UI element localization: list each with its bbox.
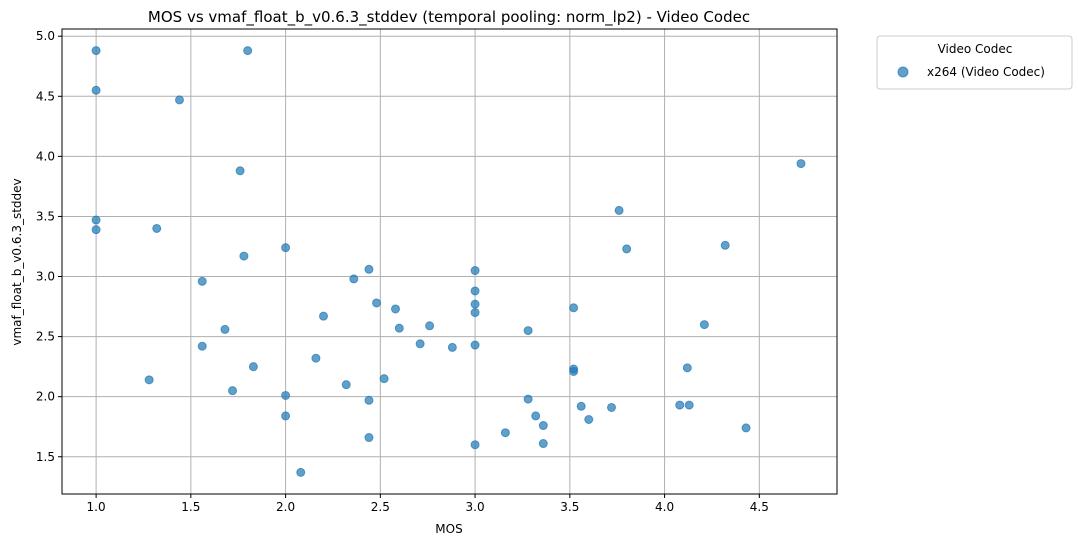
x-tick-label: 2.0 [276, 500, 295, 514]
data-point [576, 401, 586, 411]
data-point [349, 274, 359, 284]
data-point [523, 394, 533, 404]
legend-marker [897, 66, 909, 78]
y-tick-label: 5.0 [36, 29, 55, 43]
data-point [235, 166, 245, 176]
x-tick-label: 4.0 [655, 500, 674, 514]
x-tick-label: 3.0 [466, 500, 485, 514]
data-point [796, 159, 806, 169]
data-point [296, 467, 306, 477]
y-tick-label: 4.5 [36, 89, 55, 103]
data-point [622, 244, 632, 254]
data-point [614, 205, 624, 215]
data-point [364, 433, 374, 443]
x-tick-label: 1.0 [87, 500, 106, 514]
y-tick-label: 3.0 [36, 270, 55, 284]
data-point [470, 340, 480, 350]
data-point [197, 276, 207, 286]
data-point [425, 321, 435, 331]
data-point [470, 308, 480, 318]
y-tick-label: 1.5 [36, 450, 55, 464]
data-point [364, 264, 374, 274]
grid [62, 29, 837, 494]
y-tick-label: 3.5 [36, 209, 55, 223]
data-point [197, 341, 207, 351]
data-point [538, 421, 548, 431]
data-point [470, 286, 480, 296]
data-point [531, 411, 541, 421]
data-point [281, 411, 291, 421]
data-point [91, 46, 101, 56]
data-point [379, 374, 389, 384]
data-point [607, 402, 617, 412]
data-point [311, 353, 321, 363]
data-point [741, 423, 751, 433]
y-tick-label: 2.5 [36, 330, 55, 344]
data-point [470, 299, 480, 309]
data-point [364, 395, 374, 405]
x-axis-label: MOS [435, 522, 462, 536]
data-point [174, 95, 184, 105]
data-point [281, 243, 291, 253]
data-point [390, 304, 400, 314]
data-point [248, 362, 258, 372]
data-point [569, 366, 579, 376]
y-axis-label: vmaf_float_b_v0.6.3_stddev [10, 178, 24, 345]
x-tick-label: 1.5 [181, 500, 200, 514]
data-point [91, 85, 101, 95]
data-point [243, 46, 253, 56]
data-point [415, 339, 425, 349]
x-tick-label: 4.5 [750, 500, 769, 514]
y-tick-label: 4.0 [36, 149, 55, 163]
data-point [470, 266, 480, 276]
data-point [228, 386, 238, 396]
data-point [538, 439, 548, 449]
data-point [372, 298, 382, 308]
data-point [239, 251, 249, 261]
data-point [447, 342, 457, 352]
data-point [720, 240, 730, 250]
chart-title: MOS vs vmaf_float_b_v0.6.3_stddev (tempo… [148, 8, 750, 27]
y-tick-label: 2.0 [36, 390, 55, 404]
data-point [523, 326, 533, 336]
x-tick-label: 2.5 [371, 500, 390, 514]
legend-frame [876, 35, 1073, 90]
data-point [91, 225, 101, 235]
data-point [91, 215, 101, 225]
x-tick-label: 3.5 [560, 500, 579, 514]
axis-ticks: 1.0 1.5 2.0 2.5 3.0 3.5 4.0 4.5 1.5 2.0 2.5 3.0 3.5 4… [36, 29, 769, 514]
data-point [569, 303, 579, 313]
data-point [682, 363, 692, 373]
data-point [318, 311, 328, 321]
data-point [144, 375, 154, 385]
data-point [500, 428, 510, 438]
data-point [152, 223, 162, 233]
legend-title: Video Codec [938, 42, 1013, 56]
legend-entry-label: x264 (Video Codec) [927, 65, 1045, 79]
data-point [684, 400, 694, 410]
data-point [341, 380, 351, 390]
data-point [281, 390, 291, 400]
data-point [699, 320, 709, 330]
plot-area-frame [61, 28, 838, 495]
data-point [675, 400, 685, 410]
legend: Video Codec x264 (Video Codec) [876, 35, 1073, 90]
data-point [584, 415, 594, 425]
data-points [91, 46, 806, 477]
data-point [394, 323, 404, 333]
data-point [470, 440, 480, 450]
data-point [220, 324, 230, 334]
